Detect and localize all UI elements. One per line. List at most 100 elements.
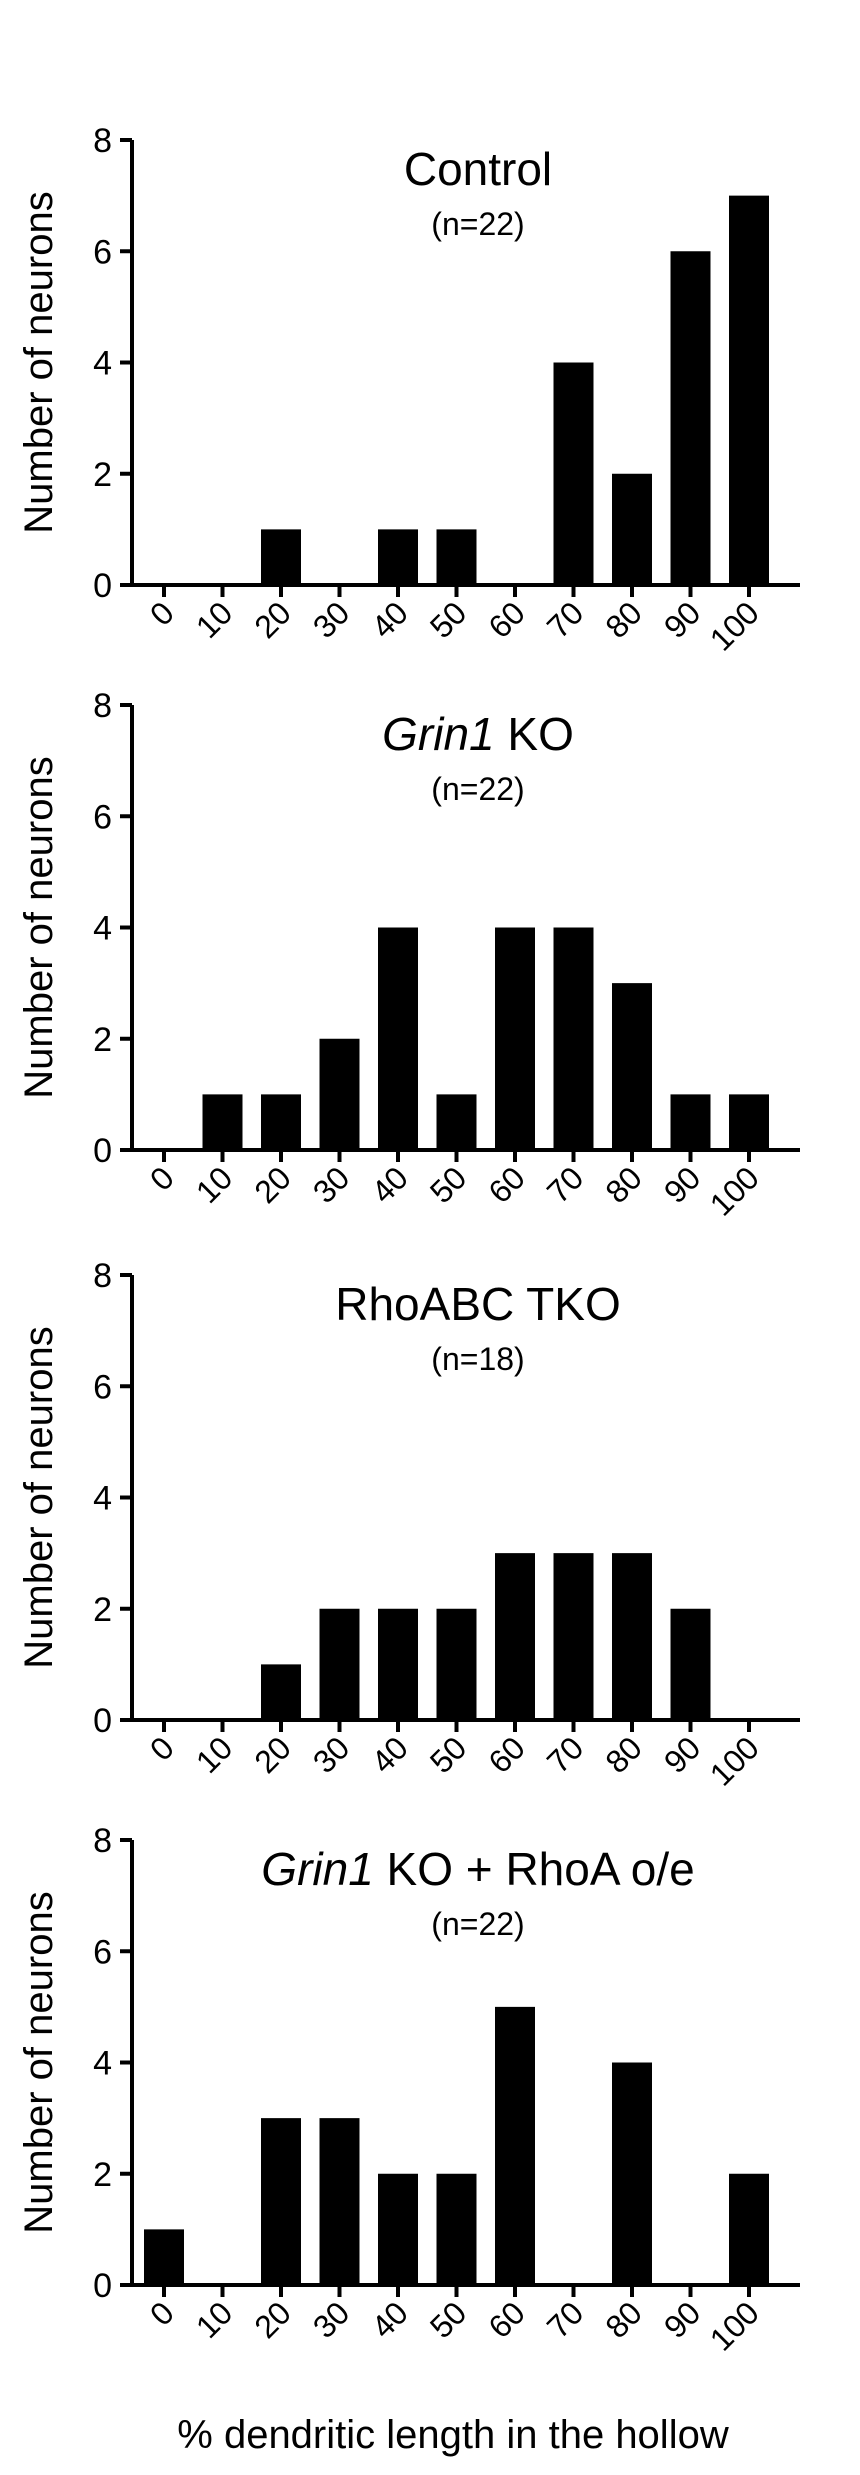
bar-90: [670, 1094, 711, 1150]
chart-subtitle: (n=22): [431, 206, 524, 242]
x-tick-label: 10: [189, 1729, 240, 1780]
bar-30: [319, 1608, 360, 1720]
x-tick-label: 10: [189, 2294, 240, 2345]
y-tick-label: 0: [93, 1702, 112, 1740]
y-tick-label: 2: [93, 456, 112, 494]
x-tick-label: 40: [364, 1729, 415, 1780]
chart-title-part: KO + RhoA o/e: [374, 1843, 695, 1895]
chart-subtitle: (n=22): [431, 771, 524, 807]
x-tick-label: 80: [598, 594, 649, 645]
bar-60: [495, 1553, 535, 1720]
bar-0: [144, 2229, 184, 2285]
x-tick-label: 30: [306, 594, 357, 645]
bar-40: [378, 2173, 418, 2285]
x-tick-label: 20: [247, 2294, 298, 2345]
chart-subtitle: (n=18): [431, 1341, 524, 1377]
x-tick-label: 70: [540, 2294, 591, 2345]
x-tick-label: 80: [598, 1729, 649, 1780]
x-tick-label: 20: [247, 1729, 298, 1780]
y-tick-label: 0: [93, 567, 112, 605]
y-tick-label: 8: [93, 687, 112, 725]
y-tick-label: 4: [93, 910, 112, 948]
y-axis-label: Number of neurons: [17, 191, 61, 533]
bar-60: [495, 2006, 535, 2285]
bar-100: [729, 195, 769, 585]
y-tick-label: 4: [93, 2045, 112, 2083]
bar-50: [436, 2173, 477, 2285]
x-tick-label: 50: [423, 1159, 474, 1210]
bar-40: [378, 1608, 418, 1720]
bar-70: [553, 362, 594, 585]
bar-80: [612, 473, 652, 585]
y-tick-label: 2: [93, 2156, 112, 2194]
x-tick-label: 80: [598, 2294, 649, 2345]
x-tick-label: 60: [481, 1159, 532, 1210]
y-tick-label: 0: [93, 1132, 112, 1170]
x-tick-label: 60: [481, 1729, 532, 1780]
y-tick-label: 8: [93, 122, 112, 160]
bar-40: [378, 529, 418, 585]
y-tick-label: 4: [93, 345, 112, 383]
x-tick-label: 50: [423, 594, 474, 645]
bar-80: [612, 1553, 652, 1720]
y-tick-label: 0: [93, 2267, 112, 2305]
x-tick-label: 90: [657, 594, 708, 645]
bar-70: [553, 1553, 594, 1720]
chart-title: Grin1 KO + RhoA o/e: [261, 1843, 694, 1895]
y-tick-label: 6: [93, 798, 112, 836]
x-tick-label: 100: [703, 2294, 766, 2357]
x-tick-label: 90: [657, 1159, 708, 1210]
x-tick-label: 80: [598, 1159, 649, 1210]
x-tick-label: 40: [364, 594, 415, 645]
chart-panel-4: Grin1 KO + RhoA o/e (n=22) Number of neuro…: [17, 1822, 800, 2358]
x-tick-label: 0: [143, 1159, 181, 1197]
chart-title: Grin1 KO: [382, 708, 574, 760]
bar-70: [553, 927, 594, 1150]
chart-title-part: Grin1: [382, 708, 494, 760]
bar-20: [261, 2118, 301, 2285]
x-tick-label: 50: [423, 1729, 474, 1780]
bar-80: [612, 983, 652, 1150]
bar-100: [729, 2173, 769, 2285]
bar-10: [202, 1094, 243, 1150]
x-tick-label: 0: [143, 2294, 181, 2332]
y-tick-label: 2: [93, 1021, 112, 1059]
y-tick-label: 2: [93, 1591, 112, 1629]
chart-title-part: Control: [404, 143, 552, 195]
bar-100: [729, 1094, 769, 1150]
bar-90: [670, 251, 711, 585]
x-tick-label: 100: [703, 594, 766, 657]
x-tick-label: 90: [657, 2294, 708, 2345]
x-tick-label: 100: [703, 1159, 766, 1222]
bar-20: [261, 1664, 301, 1720]
x-tick-label: 70: [540, 594, 591, 645]
y-tick-label: 6: [93, 1933, 112, 1971]
bar-90: [670, 1608, 711, 1720]
x-tick-label: 70: [540, 1159, 591, 1210]
y-tick-label: 8: [93, 1257, 112, 1295]
bar-30: [319, 2118, 360, 2285]
x-tick-label: 0: [143, 594, 181, 632]
bar-60: [495, 927, 535, 1150]
y-axis-label: Number of neurons: [17, 1891, 61, 2233]
x-tick-label: 50: [423, 2294, 474, 2345]
bar-50: [436, 529, 477, 585]
x-tick-label: 20: [247, 1159, 298, 1210]
x-tick-label: 30: [306, 1159, 357, 1210]
x-tick-label: 60: [481, 2294, 532, 2345]
y-axis-label: Number of neurons: [17, 1326, 61, 1668]
bar-50: [436, 1094, 477, 1150]
x-tick-label: 40: [364, 1159, 415, 1210]
bar-30: [319, 1038, 360, 1150]
x-tick-label: 30: [306, 1729, 357, 1780]
bar-40: [378, 927, 418, 1150]
y-tick-label: 8: [93, 1822, 112, 1860]
x-tick-label: 90: [657, 1729, 708, 1780]
chart-subtitle: (n=22): [431, 1906, 524, 1942]
bar-50: [436, 1608, 477, 1720]
chart-title-part: RhoABC TKO: [335, 1278, 620, 1330]
